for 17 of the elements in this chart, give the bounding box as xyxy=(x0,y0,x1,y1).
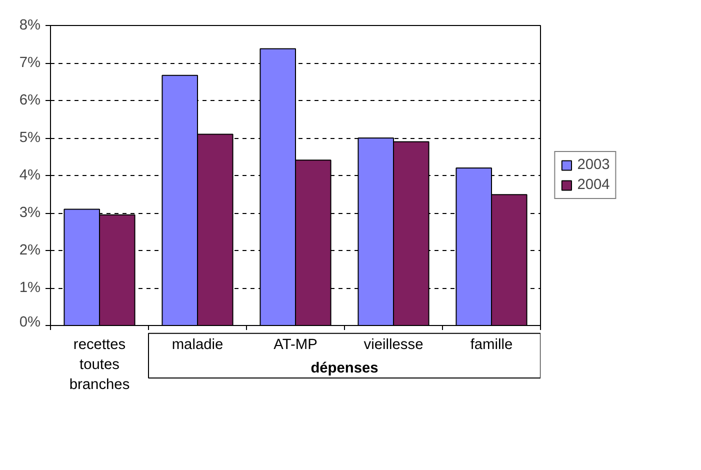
y-tick-label: 6% xyxy=(19,92,41,108)
x-tick-label: recettes toutes branches xyxy=(69,337,130,394)
x-tick-label: maladie xyxy=(172,337,224,354)
legend-label: 2003 xyxy=(577,157,610,173)
legend-label: 2004 xyxy=(577,177,610,193)
y-tick-label: 1% xyxy=(19,280,41,296)
y-tick-label: 5% xyxy=(19,130,41,146)
x-tick-label: AT-MP xyxy=(274,337,318,354)
x-tick-label: vieillesse xyxy=(364,337,424,354)
x-tick-label: famille xyxy=(470,337,513,354)
y-tick-label: 8% xyxy=(19,18,41,34)
y-tick-label: 0% xyxy=(19,314,41,330)
y-tick-label: 3% xyxy=(19,205,41,221)
y-tick-label: 7% xyxy=(19,55,41,71)
y-tick-label: 2% xyxy=(19,242,41,258)
text: dépenses xyxy=(310,360,378,376)
y-tick-label: 4% xyxy=(19,168,41,184)
